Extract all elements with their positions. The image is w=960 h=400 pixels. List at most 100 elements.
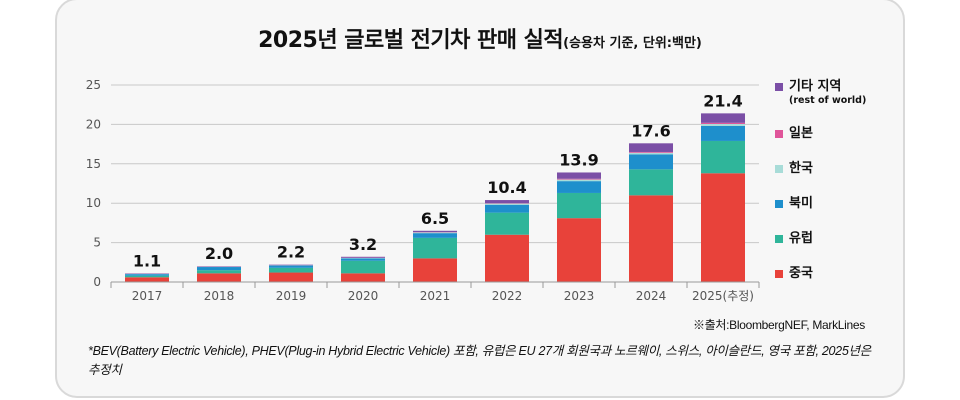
chart-card [55,0,905,398]
bar-segment [629,151,673,153]
bar-segment [197,267,241,271]
bar-stack [701,113,745,282]
total-label: 2.0 [205,244,233,263]
source-note: ※출처:BloombergNEF, MarkLines [692,318,865,332]
chart-title-main: 2025년 글로벌 전기차 판매 실적 [258,28,564,53]
bar-segment [125,277,169,282]
y-tick-label: 0 [93,275,101,289]
bar-segment [413,232,457,234]
bar-segment [701,140,745,174]
bar-segment [413,233,457,238]
legend-label: 기타 지역 (rest of world) [789,79,867,106]
y-tick-label: 20 [86,117,101,131]
total-label: 13.9 [559,150,598,169]
bar-segment [701,173,745,282]
bar-segment [629,152,673,155]
legend-item: 일본 [775,125,813,142]
bar-segment [485,203,529,205]
bar-segment [197,270,241,274]
bar-segment [269,272,313,282]
legend-swatch [775,130,783,138]
legend-label: 북미 [789,196,813,211]
x-tick-label: 2020 [348,289,379,303]
legend-label: 한국 [789,161,813,176]
bar-segment [557,172,601,179]
total-label: 2.2 [277,243,305,262]
x-tick-label: 2017 [132,289,163,303]
total-label: 1.1 [133,251,161,270]
bar-segment [485,204,529,213]
bar-segment [341,256,385,258]
x-tick-label: 2024 [636,289,667,303]
x-axis-ticks: 2017 2018 2019 2020 2021 2022 2023 2024 2025(추정) [132,289,754,303]
legend-swatch [775,235,783,243]
x-tick-label: 2019 [276,289,307,303]
bar-segment [557,178,601,180]
legend-swatch [775,165,783,173]
x-tick-label: 2022 [492,289,523,303]
bars [125,113,745,282]
x-tick-label: 2018 [204,289,235,303]
y-axis-ticks: 0 5 10 15 20 25 [86,78,101,289]
y-tick-label: 15 [86,157,101,171]
bar-stack [557,172,601,282]
bar-segment [269,265,313,268]
legend-swatch [775,200,783,208]
bar-segment [413,237,457,259]
legend-label: 일본 [789,126,813,141]
legend-swatch [775,83,783,91]
bar-segment [629,195,673,282]
bar-segment [485,212,529,235]
bar-segment [269,267,313,273]
bar-stack [197,266,241,282]
y-tick-label: 25 [86,78,101,92]
bar-segment [629,143,673,152]
bar-segment [341,258,385,261]
total-label: 21.4 [703,91,742,110]
bar-segment [557,192,601,219]
x-tick-label: 2021 [420,289,451,303]
y-tick-label: 10 [86,196,101,210]
legend-label: 중국 [789,266,813,281]
bar-segment [629,154,673,170]
bar-stack [629,143,673,282]
bar-stack [269,264,313,282]
legend-item: 중국 [775,265,813,282]
bar-segment [485,234,529,282]
total-labels: 1.1 2.0 2.2 3.2 6.5 10.4 13.9 17.6 21.4 [133,91,743,270]
total-label: 6.5 [421,209,449,228]
bar-segment [701,113,745,123]
bar-segment [629,169,673,196]
bar-segment [701,122,745,125]
total-label: 17.6 [631,121,670,140]
bar-segment [701,124,745,126]
bar-stack [413,230,457,282]
chart-title: 2025년 글로벌 전기차 판매 실적(승용차 기준, 단위:백만) [0,22,960,54]
chart-title-sub: (승용차 기준, 단위:백만) [563,36,702,51]
gridlines [111,84,759,244]
bar-segment [341,260,385,274]
legend-swatch [775,270,783,278]
bar-stack [341,256,385,282]
bar-segment [413,258,457,282]
legend-sublabel: (rest of world) [789,95,867,106]
legend-item: 유럽 [775,230,813,247]
legend-label: 유럽 [789,231,813,246]
legend-item: 북미 [775,195,813,212]
x-tick-label: 2023 [564,289,595,303]
bar-segment [557,218,601,282]
bar-segment [341,273,385,282]
legend-item: 한국 [775,160,813,177]
y-tick-label: 5 [93,236,101,250]
bar-stack [125,273,169,282]
legend-item: 기타 지역 (rest of world) [775,78,866,106]
bar-segment [413,230,457,233]
bar-segment [125,274,169,276]
total-label: 10.4 [487,178,526,197]
x-tick-label: 2025(추정) [692,289,754,303]
total-label: 3.2 [349,235,377,254]
bar-segment [557,181,601,193]
bar-stack [485,200,529,282]
bar-segment [197,273,241,282]
